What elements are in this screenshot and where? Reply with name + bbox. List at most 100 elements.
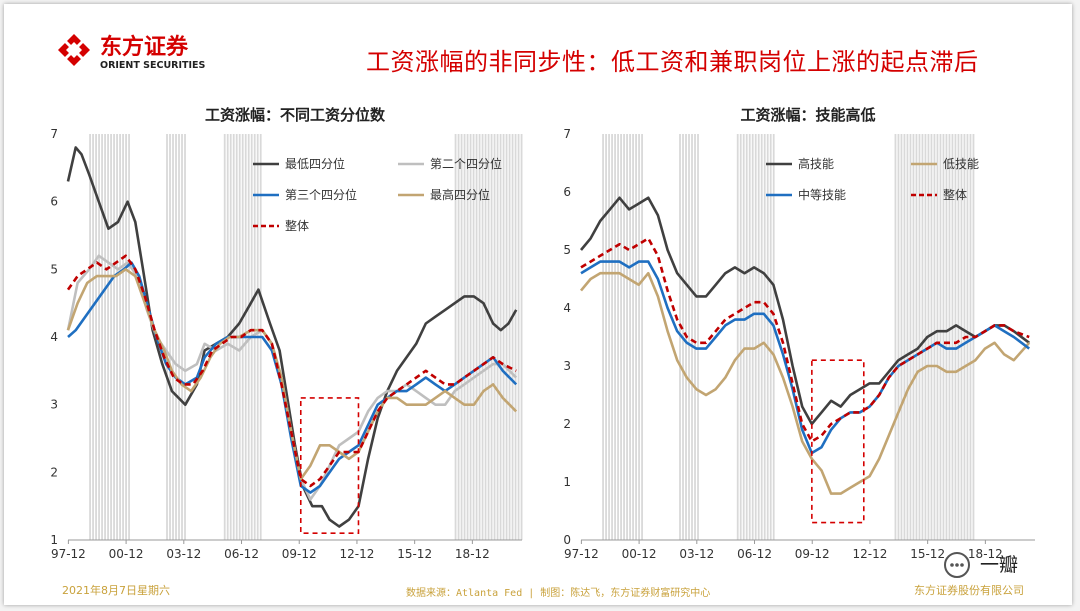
series-line-2 <box>579 271 1031 495</box>
shaded-stripe <box>766 134 769 540</box>
shaded-stripe <box>104 134 106 540</box>
shaded-stripe <box>760 134 763 540</box>
shaded-period <box>602 134 643 540</box>
x-tick-label: 97-12 <box>564 547 599 561</box>
slide: 东方证券 ORIENT SECURITIES 工资涨幅的非同步性：低工资和兼职岗… <box>4 4 1072 605</box>
series-line-3 <box>67 261 518 494</box>
x-tick-label: 06-12 <box>224 547 259 561</box>
chart-title: 工资涨幅：技能高低 <box>740 106 875 124</box>
x-tick-label: 00-12 <box>622 547 657 561</box>
shaded-stripe <box>921 134 924 540</box>
shaded-stripe <box>166 134 168 540</box>
shaded-stripe <box>742 134 745 540</box>
shaded-stripe <box>691 134 693 540</box>
x-tick-label: 03-12 <box>679 547 714 561</box>
y-tick-label: 6 <box>563 185 571 199</box>
footer-company: 东方证券股份有限公司 <box>914 584 1024 597</box>
y-tick-label: 7 <box>563 127 571 141</box>
y-tick-label: 3 <box>50 398 58 412</box>
shaded-stripe <box>897 134 900 540</box>
shaded-period <box>89 134 130 540</box>
y-tick-label: 0 <box>563 533 571 547</box>
x-tick-label: 97-12 <box>51 547 86 561</box>
shaded-stripe <box>454 134 457 540</box>
shaded-stripe <box>520 134 523 540</box>
logo-cn-text: 东方证券 <box>100 34 189 60</box>
shaded-stripe <box>912 134 915 540</box>
shaded-stripe <box>957 134 960 540</box>
shaded-stripe <box>945 134 948 540</box>
series-line-2 <box>66 254 518 501</box>
y-tick-label: 7 <box>50 127 58 141</box>
x-tick-label: 15-12 <box>397 547 432 561</box>
shaded-stripe <box>95 134 97 540</box>
shaded-stripe <box>772 134 775 540</box>
y-tick-label: 6 <box>50 195 58 209</box>
shaded-stripe <box>125 134 127 540</box>
footer-source: 数据来源：Atlanta Fed | 制图：陈达飞，东方证券财富研究中心 <box>406 588 711 599</box>
y-tick-label: 1 <box>50 533 58 547</box>
legend-label: 中等技能 <box>798 187 846 202</box>
shaded-stripe <box>757 134 760 540</box>
shaded-stripe <box>939 134 942 540</box>
shaded-stripe <box>632 134 634 540</box>
legend-label: 整体 <box>285 218 309 233</box>
shaded-stripe <box>694 134 696 540</box>
x-tick-label: 15-12 <box>910 547 945 561</box>
y-tick-label: 4 <box>563 301 571 315</box>
shaded-stripe <box>101 134 103 540</box>
shaded-stripe <box>763 134 766 540</box>
shaded-stripe <box>638 134 640 540</box>
chart-title: 工资涨幅：不同工资分位数 <box>205 106 386 124</box>
shaded-stripe <box>936 134 939 540</box>
shaded-stripe <box>948 134 951 540</box>
shaded-stripe <box>933 134 936 540</box>
x-tick-label: 12-12 <box>340 547 375 561</box>
shaded-stripe <box>517 134 520 540</box>
shaded-stripe <box>915 134 918 540</box>
legend-label: 第三个四分位 <box>285 187 357 202</box>
x-tick-label: 06-12 <box>737 547 772 561</box>
shaded-stripe <box>184 134 186 540</box>
shaded-stripe <box>635 134 637 540</box>
shaded-stripe <box>472 134 475 540</box>
shaded-stripe <box>98 134 100 540</box>
shaded-stripe <box>460 134 463 540</box>
orient-securities-logo: 东方证券 ORIENT SECURITIES <box>58 34 206 71</box>
shaded-stripe <box>629 134 631 540</box>
shaded-stripe <box>484 134 487 540</box>
shaded-stripe <box>900 134 903 540</box>
x-tick-label: 12-12 <box>853 547 888 561</box>
shaded-stripe <box>751 134 754 540</box>
legend-label: 高技能 <box>798 156 834 171</box>
watermark-icon <box>944 552 970 578</box>
shaded-stripe <box>119 134 121 540</box>
shaded-stripe <box>739 134 742 540</box>
shaded-period <box>736 134 775 540</box>
highlight-box <box>299 397 360 535</box>
shaded-stripe <box>511 134 514 540</box>
shaded-stripe <box>894 134 897 540</box>
shaded-stripe <box>954 134 957 540</box>
shaded-stripe <box>608 134 610 540</box>
shaded-stripe <box>505 134 508 540</box>
y-tick-label: 2 <box>563 417 571 431</box>
footer-date: 2021年8月7日星期六 <box>62 584 170 597</box>
legend-label: 低技能 <box>943 157 979 171</box>
shaded-stripe <box>490 134 493 540</box>
shaded-stripe <box>951 134 954 540</box>
y-tick-label: 5 <box>50 262 58 276</box>
shaded-stripe <box>688 134 690 540</box>
y-tick-label: 2 <box>50 465 58 479</box>
series-line-4 <box>580 237 1030 443</box>
shaded-stripe <box>620 134 622 540</box>
shaded-stripe <box>611 134 613 540</box>
shaded-stripe <box>116 134 118 540</box>
shaded-stripe <box>475 134 478 540</box>
shaded-period <box>166 134 186 540</box>
x-tick-label: 18-12 <box>455 547 490 561</box>
x-tick-label: 03-12 <box>166 547 201 561</box>
shaded-stripe <box>178 134 180 540</box>
shaded-stripe <box>487 134 490 540</box>
shaded-stripe <box>641 134 643 540</box>
